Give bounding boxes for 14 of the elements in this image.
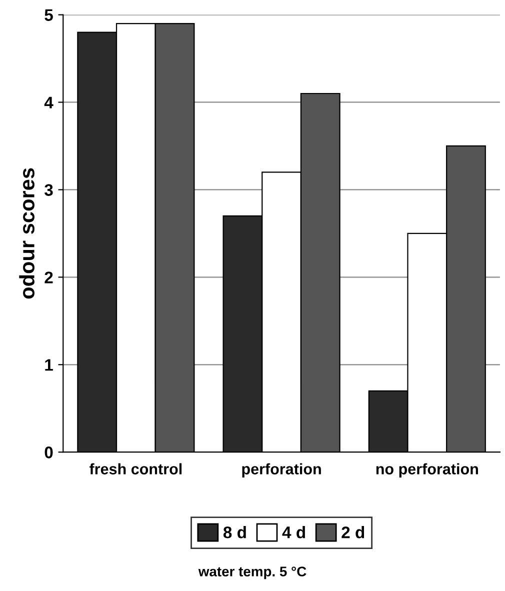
x-tick-label: perforation (242, 463, 321, 478)
y-axis-title: odour scores (19, 168, 34, 299)
text: water temp. 5 °C (198, 566, 306, 580)
x-tick-label: no perforation (376, 463, 478, 478)
y-tick-label: 4 (44, 96, 54, 108)
y-tick-label: 1 (45, 359, 53, 371)
x-tick-label: fresh control (90, 463, 182, 474)
legend-label: 4 d (282, 526, 305, 538)
y-tick-label: 2 (44, 272, 53, 284)
y-tick-label: 5 (44, 9, 53, 21)
y-tick-label: 3 (44, 184, 53, 196)
y-tick-label: 0 (44, 446, 53, 458)
legend-label: 2 d (342, 526, 364, 538)
legend-label: 8 d (223, 526, 246, 538)
